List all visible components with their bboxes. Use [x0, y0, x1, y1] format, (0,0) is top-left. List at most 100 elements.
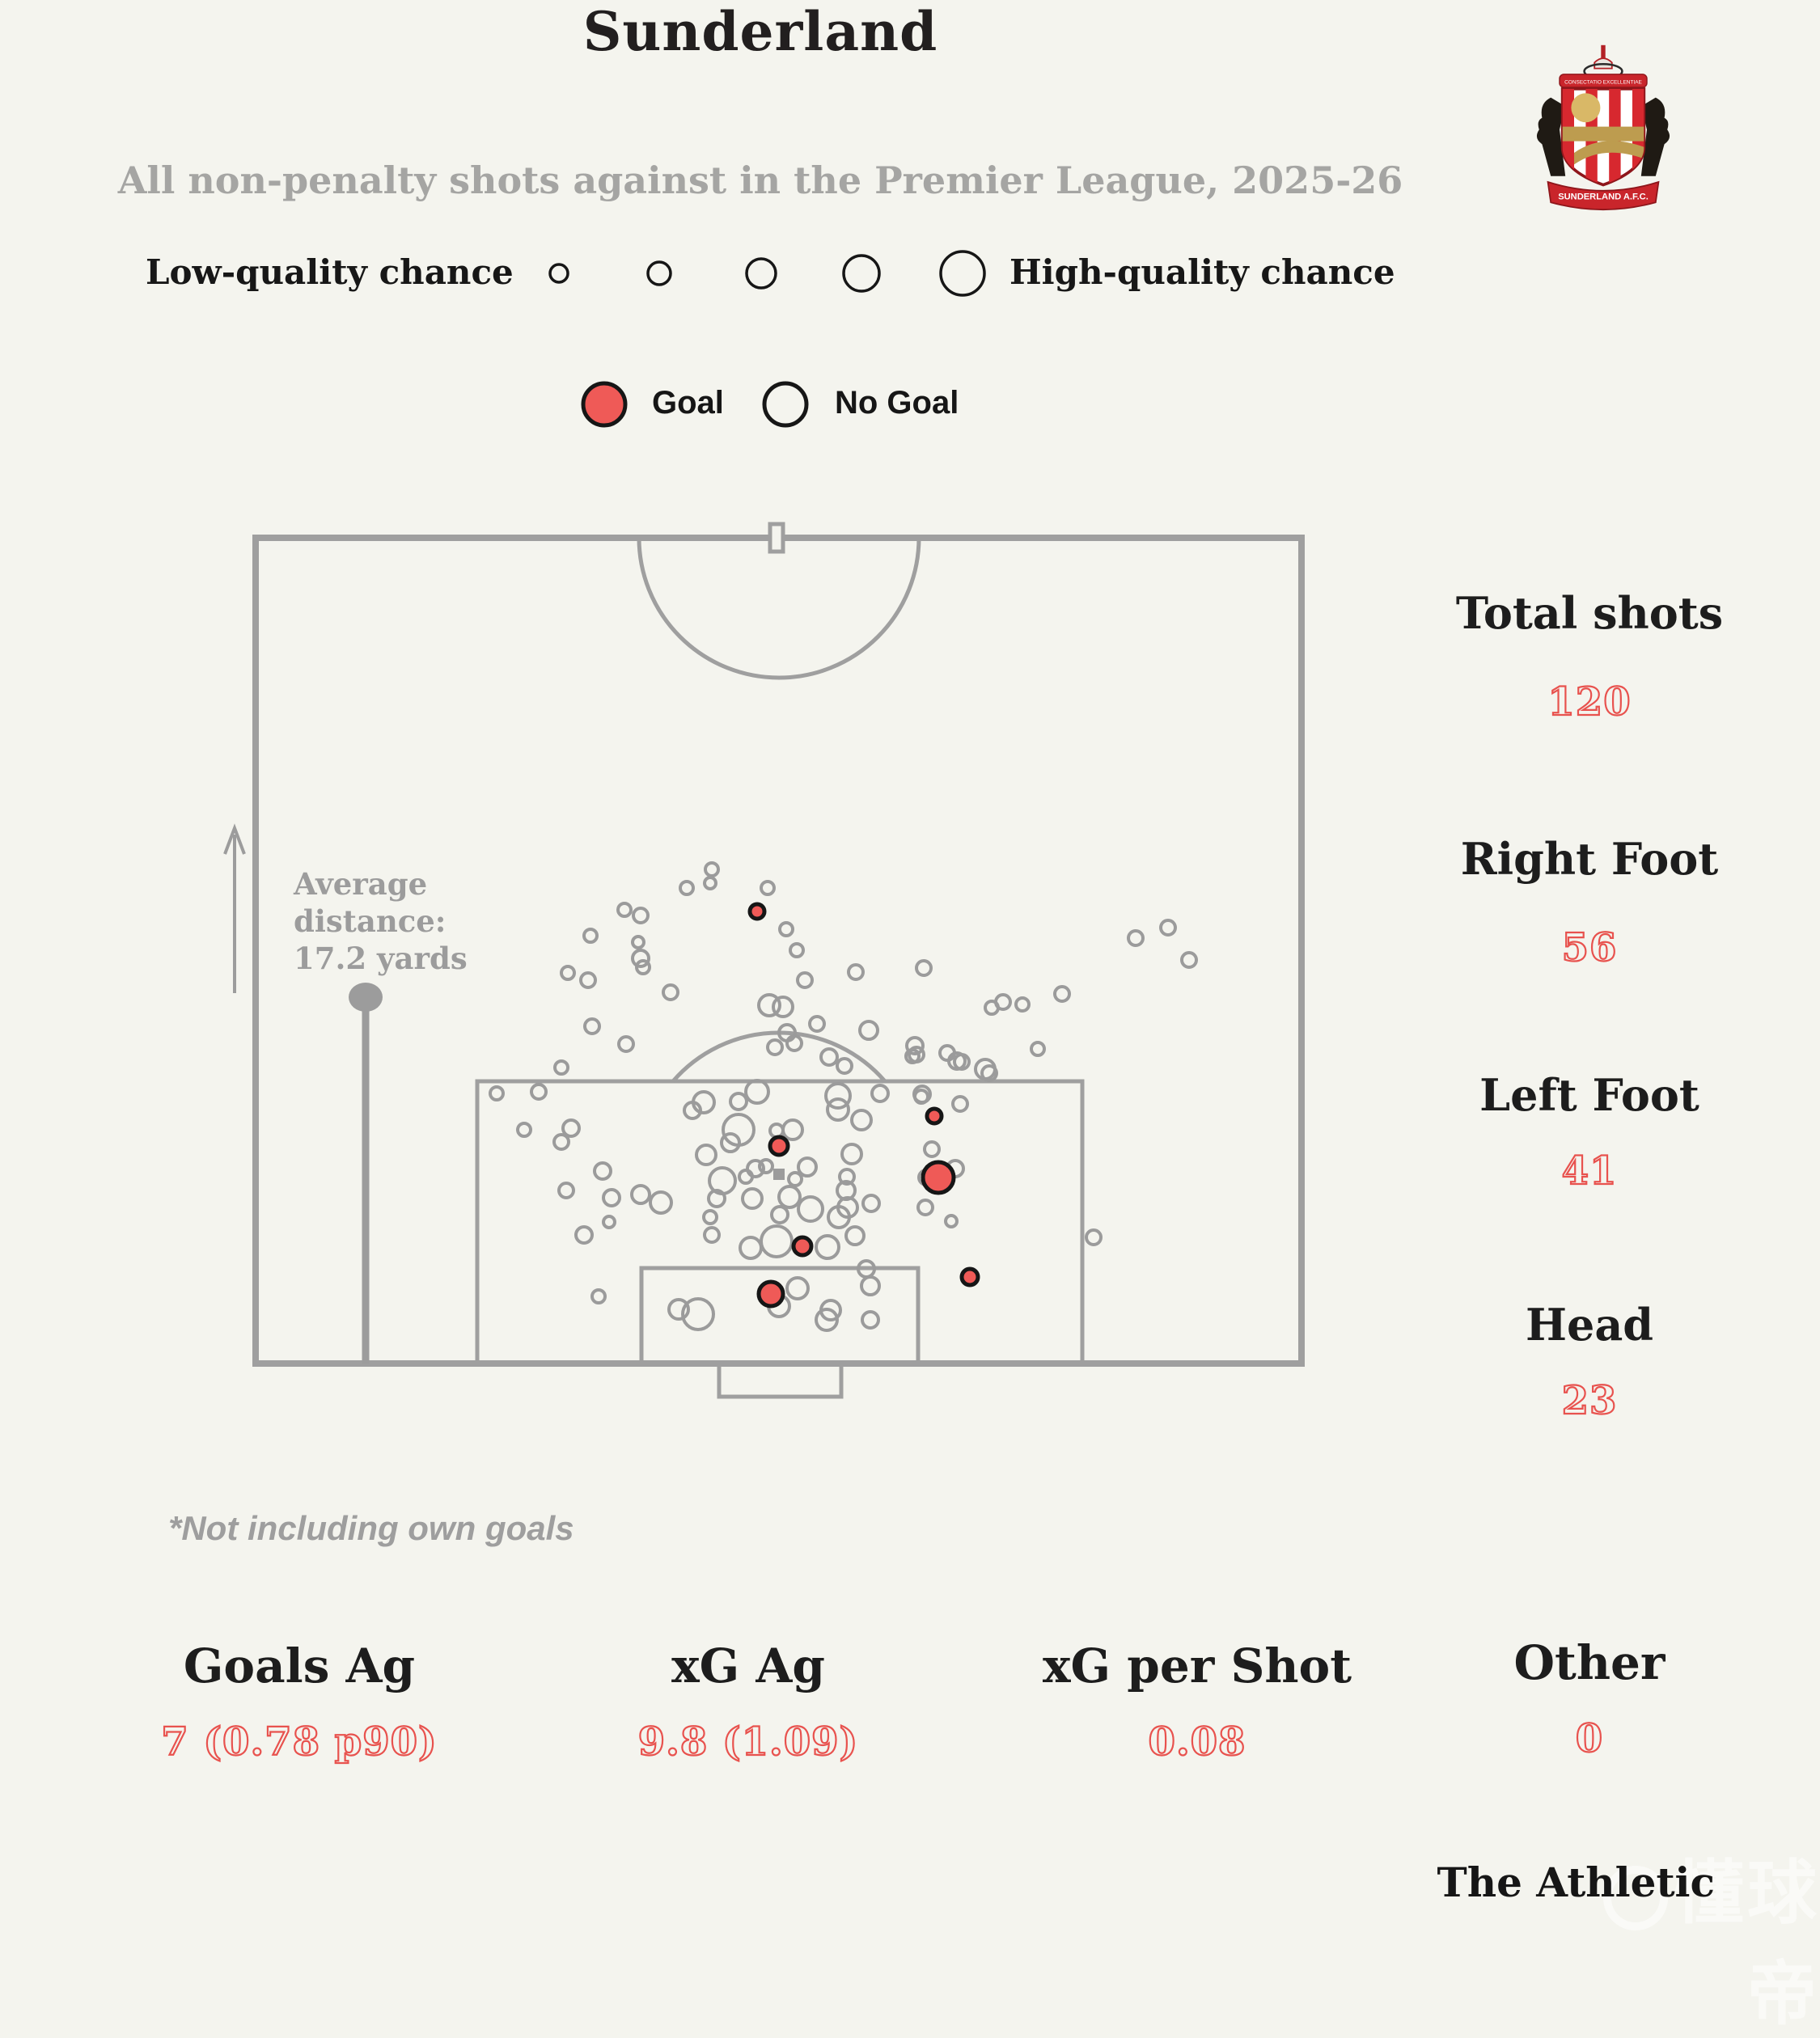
shot-marker-no-goal	[819, 1299, 842, 1321]
stat-goals-against-value: 7 (0.78 p90)	[161, 1719, 438, 1765]
shot-marker-no-goal	[797, 1156, 818, 1178]
crest-motto-text: CONSECTATIO EXCELLENTIAE	[1564, 80, 1642, 86]
shot-marker-no-goal	[1159, 919, 1177, 937]
stat-other: Other	[1432, 1635, 1747, 1690]
shot-marker-no-goal	[579, 971, 597, 989]
stat-other-label: Other	[1513, 1635, 1666, 1690]
shot-marker-no-goal	[815, 1234, 840, 1260]
shot-marker-no-goal	[772, 996, 794, 1018]
shot-marker-no-goal	[703, 1226, 721, 1244]
legend-low-quality-label: Low-quality chance	[146, 252, 514, 292]
shot-marker-no-goal	[1030, 1041, 1046, 1057]
shot-marker-no-goal	[789, 942, 805, 958]
shot-marker-no-goal	[489, 1085, 505, 1101]
shot-marker-no-goal	[861, 1310, 880, 1330]
shot-marker-no-goal	[630, 1184, 651, 1205]
stat-goals-against-value-wrap: 7 (0.78 p90)	[121, 1713, 477, 1771]
shot-marker-no-goal	[1053, 985, 1071, 1003]
shot-marker-no-goal	[760, 1224, 794, 1258]
shot-marker-no-goal	[561, 1118, 581, 1138]
pitch-graphic	[223, 250, 1305, 1399]
shot-marker-no-goal	[1180, 951, 1198, 969]
shot-marker-no-goal	[662, 983, 679, 1001]
shot-marker-goal	[959, 1266, 980, 1287]
shot-marker-no-goal	[815, 1308, 839, 1332]
stat-left-foot-label: Left Foot	[1479, 1069, 1699, 1121]
average-distance-line3: 17.2 yards	[294, 941, 468, 976]
shot-marker-no-goal	[1085, 1228, 1103, 1246]
shot-marker-no-goal	[557, 1182, 575, 1199]
stat-right-foot-label: Right Foot	[1460, 833, 1719, 885]
stat-right-foot-value-wrap: 56	[1432, 919, 1747, 977]
shot-marker-no-goal	[824, 1082, 852, 1110]
stat-total-shots-value-wrap: 120	[1432, 673, 1747, 731]
shot-marker-no-goal	[741, 1187, 764, 1210]
shot-marker-goal	[756, 1279, 785, 1309]
shot-marker-no-goal	[994, 993, 1012, 1011]
shot-map-page: { "header": { "title": "Sunderland", "su…	[117, 0, 1747, 1931]
shot-marker-no-goal	[785, 1276, 810, 1300]
shot-marker-no-goal	[768, 1123, 785, 1139]
shot-marker-no-goal	[695, 1144, 717, 1166]
shot-marker-no-goal	[583, 1017, 601, 1035]
shot-marker-no-goal	[635, 959, 651, 975]
shot-marker-no-goal	[574, 1225, 594, 1245]
stat-xg-per-shot-value: 0.08	[1149, 1719, 1246, 1765]
shot-marker-no-goal	[560, 965, 576, 981]
stat-xg-against-value-wrap: 9.8 (1.09)	[570, 1713, 926, 1771]
stat-total-shots-value: 120	[1547, 679, 1631, 725]
shot-marker-goal	[921, 1160, 956, 1195]
stat-left-foot: Left Foot	[1432, 1069, 1747, 1121]
shot-marker-no-goal	[974, 1058, 997, 1080]
average-distance-annotation: Average distance: 17.2 yards	[294, 865, 552, 977]
stat-head-value: 23	[1562, 1378, 1618, 1423]
shot-marker-no-goal	[602, 1188, 621, 1207]
athletic-logo: The Athletic	[1437, 1858, 1715, 1906]
chance-size-circle	[646, 260, 672, 286]
shot-marker-no-goal	[915, 959, 933, 977]
shot-marker-no-goal	[916, 1199, 934, 1216]
shot-marker-no-goal	[582, 928, 599, 944]
page-title: Sunderland	[582, 0, 938, 63]
club-crest: CONSECTATIO EXCELLENTIAE SUNDERLAND A.F.…	[1536, 44, 1670, 211]
shot-marker-no-goal	[681, 1297, 715, 1331]
shot-marker-no-goal	[703, 876, 717, 890]
shot-marker-no-goal	[744, 1079, 770, 1105]
crest-name-text: SUNDERLAND A.F.C.	[1558, 192, 1649, 202]
shot-marker-no-goal	[707, 1189, 726, 1208]
shot-marker-no-goal	[631, 935, 645, 949]
stat-head: Head	[1432, 1299, 1747, 1351]
shot-marker-no-goal	[739, 1236, 763, 1260]
stat-xg-against-value: 9.8 (1.09)	[638, 1719, 859, 1765]
shot-marker-no-goal	[720, 1132, 741, 1153]
shot-marker-no-goal	[781, 1118, 804, 1141]
shot-marker-no-goal	[797, 1195, 824, 1223]
shot-marker-no-goal	[683, 1101, 702, 1120]
shot-marker-no-goal	[844, 1225, 866, 1246]
shot-marker-no-goal	[944, 1214, 959, 1228]
shot-marker-goal	[747, 902, 767, 921]
shot-marker-goal	[768, 1135, 790, 1157]
stat-head-label: Head	[1525, 1299, 1654, 1351]
legend-high-quality-label: High-quality chance	[1009, 252, 1395, 292]
crest-lions-icon	[1536, 97, 1670, 176]
shot-marker-no-goal	[778, 921, 794, 937]
shot-marker-no-goal	[826, 1097, 850, 1122]
shot-marker-no-goal	[766, 1038, 784, 1056]
legend-goal-label: Goal	[652, 385, 724, 421]
average-distance-pin	[349, 983, 383, 1364]
shot-marker-no-goal	[602, 1215, 616, 1229]
shot-marker-goal	[791, 1235, 814, 1258]
shot-marker-no-goal	[679, 880, 695, 896]
stat-xg-per-shot-label: xG per Shot	[1042, 1638, 1352, 1693]
shot-marker-no-goal	[947, 1051, 967, 1071]
shot-marker-no-goal	[590, 1288, 607, 1304]
shot-marker-no-goal	[729, 1092, 748, 1111]
shot-marker-no-goal	[617, 1035, 635, 1053]
crest-shield	[1560, 87, 1646, 187]
shot-marker-no-goal	[951, 1095, 969, 1113]
shot-marker-no-goal	[787, 1171, 803, 1187]
shot-marker-no-goal	[552, 1133, 570, 1151]
stat-xg-per-shot: xG per Shot	[1019, 1638, 1375, 1693]
shot-marker-no-goal	[912, 1085, 932, 1104]
